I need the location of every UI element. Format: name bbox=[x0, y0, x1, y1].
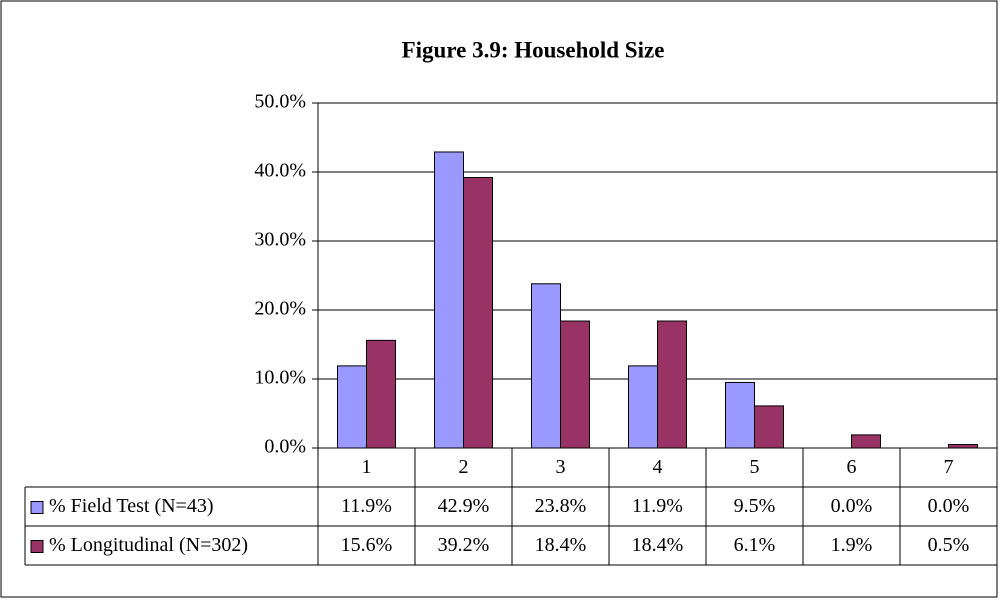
bar bbox=[366, 339, 396, 449]
table-value: 1.9% bbox=[831, 534, 873, 556]
legend-label: % Longitudinal (N=302) bbox=[49, 534, 248, 556]
x-tick-label: 2 bbox=[459, 456, 469, 478]
table-value: 18.4% bbox=[632, 534, 684, 556]
x-tick-label: 4 bbox=[653, 456, 663, 478]
bar bbox=[725, 381, 755, 449]
legend-label: % Field Test (N=43) bbox=[49, 495, 214, 517]
x-tick-label: 7 bbox=[944, 456, 954, 478]
table-value: 0.0% bbox=[831, 495, 873, 517]
chart-title: Figure 3.9: Household Size bbox=[402, 37, 665, 62]
table-value: 15.6% bbox=[341, 534, 393, 556]
bar bbox=[463, 177, 493, 449]
table-value: 42.9% bbox=[438, 495, 490, 517]
table-value: 11.9% bbox=[341, 495, 392, 517]
table-value: 0.0% bbox=[928, 495, 970, 517]
bar bbox=[337, 365, 367, 449]
y-tick-label: 50.0% bbox=[254, 91, 306, 113]
table-value: 18.4% bbox=[535, 534, 587, 556]
bar bbox=[948, 444, 978, 449]
table-value: 11.9% bbox=[632, 495, 683, 517]
table-value: 0.5% bbox=[928, 534, 970, 556]
bar bbox=[754, 405, 784, 449]
x-tick-label: 5 bbox=[750, 456, 760, 478]
y-tick-label: 10.0% bbox=[254, 367, 306, 389]
x-tick-label: 6 bbox=[847, 456, 857, 478]
table-value: 6.1% bbox=[734, 534, 776, 556]
x-tick-label: 1 bbox=[362, 456, 372, 478]
y-tick-label: 30.0% bbox=[254, 229, 306, 251]
x-tick-label: 3 bbox=[556, 456, 566, 478]
bar bbox=[560, 320, 590, 449]
bar bbox=[851, 434, 881, 449]
bar bbox=[657, 320, 687, 449]
bar bbox=[628, 365, 658, 449]
legend-swatch bbox=[30, 540, 44, 553]
legend-swatch bbox=[30, 501, 44, 514]
y-tick-label: 20.0% bbox=[254, 298, 306, 320]
bar bbox=[434, 151, 464, 449]
y-tick-label: 0.0% bbox=[264, 436, 306, 458]
table-value: 39.2% bbox=[438, 534, 490, 556]
table-value: 9.5% bbox=[734, 495, 776, 517]
table-value: 23.8% bbox=[535, 495, 587, 517]
y-tick-label: 40.0% bbox=[254, 160, 306, 182]
bar bbox=[531, 283, 561, 449]
